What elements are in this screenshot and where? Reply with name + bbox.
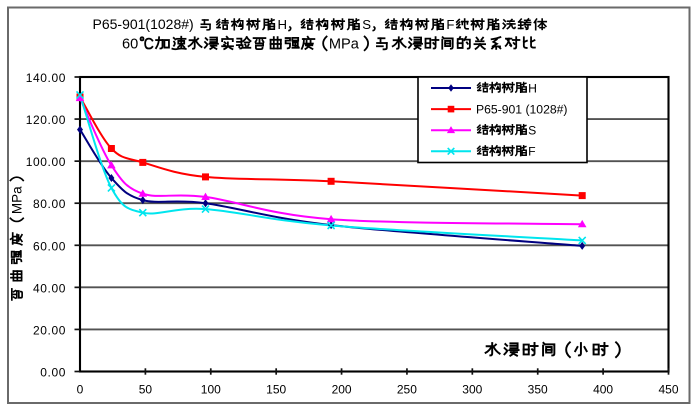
svg-text:0.00: 0.00 (40, 366, 66, 380)
svg-text:300: 300 (462, 383, 482, 397)
svg-text:F: F (446, 17, 454, 32)
svg-text:200: 200 (332, 383, 352, 397)
svg-text:120.00: 120.00 (26, 113, 66, 127)
svg-text:0: 0 (77, 383, 84, 397)
svg-text:150: 150 (266, 383, 286, 397)
svg-text:400: 400 (593, 383, 613, 397)
svg-text:S: S (528, 124, 536, 138)
svg-text:P65-901 (1028#): P65-901 (1028#) (476, 103, 567, 117)
svg-text:100: 100 (201, 383, 221, 397)
svg-text:P65-901(1028#): P65-901(1028#) (93, 16, 194, 32)
svg-text:60.00: 60.00 (33, 239, 66, 253)
svg-text:F: F (528, 145, 535, 159)
svg-text:H: H (528, 81, 537, 95)
svg-text:40.00: 40.00 (33, 281, 66, 295)
svg-text:20.00: 20.00 (33, 323, 66, 337)
svg-text:50: 50 (139, 383, 153, 397)
svg-text:MPa: MPa (329, 36, 360, 52)
svg-text:60: 60 (122, 36, 138, 52)
svg-text:S: S (362, 17, 371, 32)
svg-text:80.00: 80.00 (33, 197, 66, 211)
svg-text:H: H (278, 17, 288, 32)
svg-text:100.00: 100.00 (26, 155, 66, 169)
svg-text:350: 350 (528, 383, 548, 397)
svg-text:MPa: MPa (9, 186, 24, 214)
svg-text:450: 450 (658, 383, 678, 397)
svg-text:140.00: 140.00 (26, 71, 66, 85)
svg-text:250: 250 (397, 383, 417, 397)
